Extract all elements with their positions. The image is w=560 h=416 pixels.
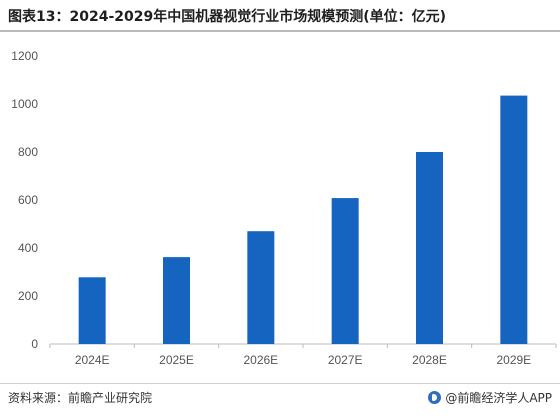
x-axis-ticks: 2024E 2025E 2026E 2027E 2028E 2029E — [49, 344, 557, 367]
bar-2027E — [331, 198, 359, 344]
bar-2028E — [416, 152, 443, 344]
x-tick-label: 2026E — [243, 353, 278, 367]
x-tick-label: 2027E — [328, 353, 363, 367]
y-tick-label: 600 — [18, 193, 38, 207]
y-axis-ticks: 0 200 400 600 800 1000 1200 — [11, 49, 38, 351]
bars — [78, 95, 528, 344]
brand-logo-icon — [428, 391, 442, 404]
y-tick-label: 1200 — [11, 49, 38, 63]
y-tick-label: 800 — [18, 145, 38, 159]
bar-2025E — [163, 257, 190, 344]
x-tick-label: 2024E — [75, 353, 110, 367]
y-tick-label: 400 — [18, 241, 38, 255]
x-tick-label: 2029E — [496, 353, 531, 367]
footer-divider — [0, 383, 560, 384]
x-tick-label: 2028E — [412, 353, 447, 367]
source-note: 资料来源：前瞻产业研究院 — [8, 391, 153, 405]
chart-title: 图表13：2024-2029年中国机器视觉行业市场规模预测(单位：亿元) — [8, 9, 447, 25]
brand-text: @前瞻经济学人APP — [445, 391, 552, 405]
bar-2029E — [500, 95, 528, 344]
y-tick-label: 1000 — [11, 97, 38, 111]
title-divider — [0, 30, 560, 32]
bar-2026E — [247, 231, 275, 344]
y-tick-label: 200 — [18, 289, 38, 303]
brand-credit: @前瞻经济学人APP — [428, 389, 552, 406]
x-tick-label: 2025E — [159, 353, 194, 367]
bar-2024E — [78, 277, 106, 344]
y-tick-label: 0 — [31, 337, 38, 351]
